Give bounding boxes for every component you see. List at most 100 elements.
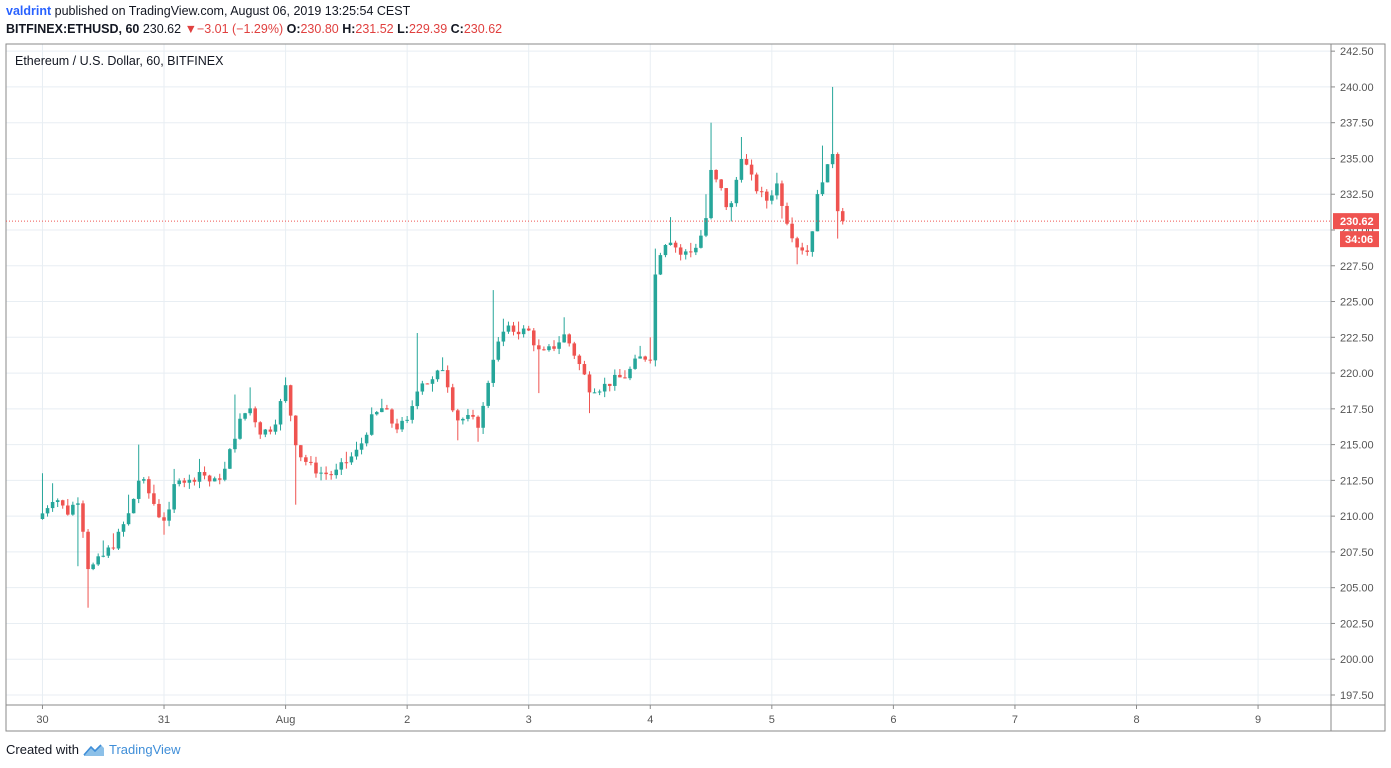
last-price-tag-label: 230.62	[1340, 216, 1374, 228]
candle-body	[217, 478, 222, 480]
candle-body	[111, 547, 116, 549]
candle-body	[683, 251, 688, 255]
time-axis: 30 31 Aug 2 3 4 5 6 7 8 9	[36, 705, 1261, 726]
candle-body	[805, 250, 810, 252]
candle-body	[258, 422, 263, 435]
tradingview-link[interactable]: TradingView	[108, 742, 181, 757]
candle-body	[653, 274, 658, 361]
candle-body	[157, 503, 161, 518]
candle-body	[830, 154, 835, 165]
candle-body	[344, 462, 349, 464]
candle-body	[633, 358, 637, 369]
time-tick-label: 31	[158, 714, 170, 726]
candle-body	[167, 509, 171, 521]
candle-body	[60, 500, 65, 506]
candle-body	[607, 383, 612, 386]
price-tick-label: 220.00	[1340, 368, 1374, 380]
candle-body	[754, 174, 759, 192]
candle-body	[66, 505, 70, 515]
candle-body	[709, 169, 713, 219]
candle-body	[729, 203, 734, 208]
candle-body	[587, 374, 592, 393]
price-tick-label: 205.00	[1340, 583, 1374, 595]
author-link[interactable]: valdrint	[6, 4, 52, 18]
time-tick-label: 3	[526, 714, 532, 726]
candle-body	[491, 359, 496, 383]
candle-body	[131, 498, 136, 514]
price-tick-label: 202.50	[1340, 618, 1374, 630]
candle-body	[223, 468, 227, 480]
candle-body	[106, 547, 111, 556]
candle-body	[440, 370, 445, 372]
candle-body	[177, 480, 181, 485]
candle-body	[678, 247, 683, 255]
candle-body	[704, 218, 708, 236]
candle-body	[582, 364, 587, 375]
candle-body	[369, 414, 374, 435]
candle-body	[486, 382, 490, 406]
candle-body	[364, 434, 369, 444]
candle-body	[775, 183, 779, 196]
high-value: 231.52	[355, 22, 394, 36]
candle-body	[395, 423, 399, 430]
last-price: 230.62	[142, 22, 182, 36]
candle-body	[764, 191, 769, 201]
candle-body	[400, 420, 404, 430]
candle-body	[699, 235, 703, 248]
time-tick-label: 9	[1255, 714, 1261, 726]
candle-body	[815, 194, 820, 232]
time-tick-label: 30	[36, 714, 48, 726]
candle-body	[288, 385, 293, 416]
created-with-label: Created with	[6, 742, 79, 757]
candle-body	[86, 531, 90, 570]
candle-body	[228, 449, 232, 469]
price-tick-label: 235.00	[1340, 153, 1374, 165]
candle-body	[425, 383, 430, 385]
candle-body	[572, 343, 577, 356]
candle-body	[101, 555, 106, 557]
open-label: O:	[286, 22, 301, 36]
candle-body	[526, 328, 531, 331]
candle-body	[233, 438, 237, 450]
candle-body	[810, 231, 815, 252]
candle-body	[349, 456, 354, 463]
candle-body	[91, 564, 95, 570]
price-tick-label: 232.50	[1340, 189, 1374, 201]
candle-body	[263, 429, 268, 435]
candle-body	[283, 385, 288, 402]
candle-body	[55, 500, 60, 503]
candle-body	[628, 368, 632, 379]
candle-body	[663, 245, 668, 256]
candle-body	[694, 247, 698, 253]
price-tick-label: 227.50	[1340, 261, 1374, 273]
publish-info: valdrint published on TradingView.com, A…	[6, 4, 410, 18]
candle-body	[739, 159, 744, 180]
chart-title: Ethereum / U.S. Dollar, 60, BITFINEX	[15, 54, 224, 68]
candle-body	[714, 169, 718, 180]
candle-body	[192, 479, 197, 482]
candle-body	[511, 325, 516, 332]
candle-body	[81, 503, 85, 532]
candle-body	[800, 247, 804, 251]
candle-body	[304, 457, 308, 462]
candle-body	[45, 508, 50, 514]
candle-body	[719, 179, 723, 189]
candle-body	[319, 472, 323, 474]
candle-body	[820, 182, 825, 195]
candle-body	[50, 502, 55, 509]
close-label: C:	[450, 22, 464, 36]
price-tick-label: 237.50	[1340, 118, 1374, 130]
candle-body	[238, 418, 242, 439]
candle-body	[456, 410, 460, 421]
candle-body	[243, 413, 247, 419]
candle-body	[212, 478, 217, 482]
candle-body	[141, 479, 146, 481]
candle-body	[359, 443, 364, 450]
candle-body	[724, 188, 729, 208]
candle-body	[780, 183, 784, 206]
candle-body	[420, 383, 425, 392]
candle-body	[329, 474, 333, 476]
candle-body	[552, 346, 556, 349]
countdown-tag	[1340, 231, 1379, 248]
